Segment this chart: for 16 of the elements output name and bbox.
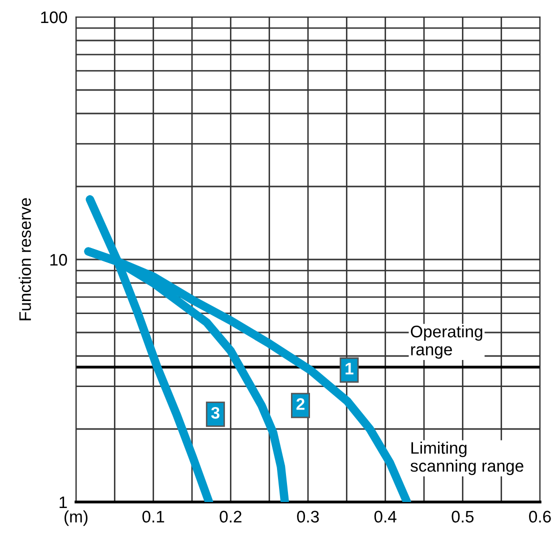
- series-label: 2: [296, 398, 304, 410]
- series-label: 3: [211, 406, 220, 419]
- x-tick-label: 0.4: [374, 510, 396, 523]
- y-tick-label: 100: [41, 11, 68, 24]
- annotation: Limiting scanning range: [410, 442, 524, 476]
- annotation: Operating range: [410, 325, 482, 359]
- x-tick-label: 0.3: [297, 510, 319, 523]
- y-axis-title: Function reserve: [18, 198, 32, 320]
- y-tick-label: 10: [50, 254, 68, 266]
- series-label: 1: [346, 362, 354, 374]
- y-tick-label: 1: [60, 496, 67, 508]
- x-tick-label: 0.2: [220, 510, 242, 523]
- x-tick-label: (m): [64, 510, 88, 526]
- x-tick-label: 0.5: [452, 510, 474, 523]
- x-tick-label: 0.1: [142, 510, 164, 523]
- x-tick-label: 0.6: [529, 510, 551, 523]
